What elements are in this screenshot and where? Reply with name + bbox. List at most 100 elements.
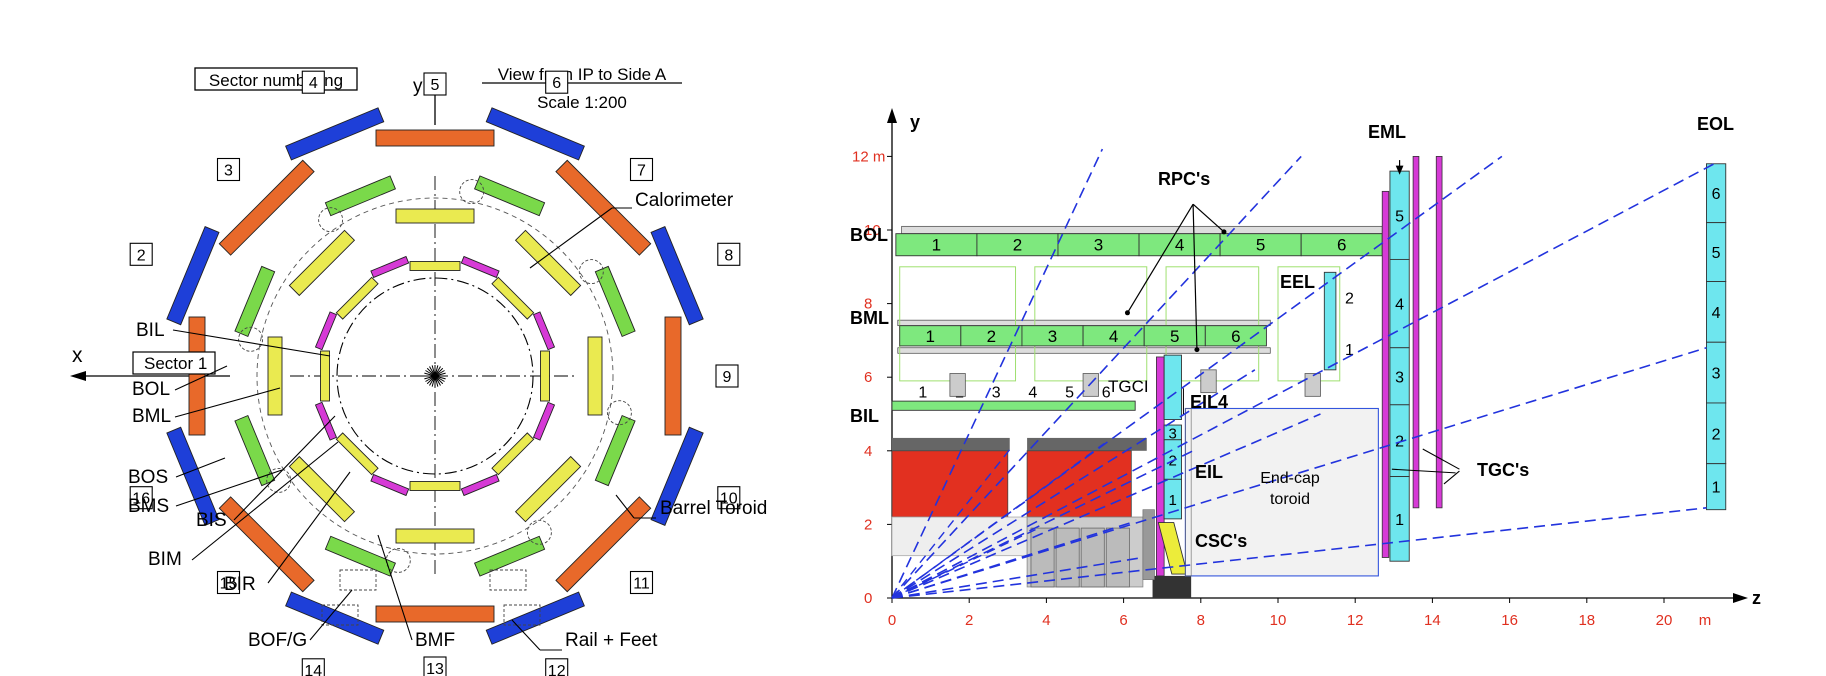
- sector-number: 9: [723, 369, 732, 386]
- y-axis-label: y: [413, 76, 423, 97]
- eta-line: [891, 369, 1256, 599]
- eml-tgc-3: [1435, 155, 1443, 509]
- y-tick-label: 2: [864, 516, 872, 533]
- rpc-arrow: [1192, 203, 1225, 233]
- sector-number: 11: [633, 576, 650, 593]
- sector-number-box: [216, 157, 241, 182]
- eel-chamber-label: 1: [1345, 342, 1354, 359]
- sector-number-box: [129, 242, 153, 266]
- sector-number-box: [301, 658, 325, 676]
- inner-chamber-small: [460, 255, 500, 279]
- z-tick-label: 0: [888, 612, 896, 629]
- eml-chamber-label: 4: [1395, 297, 1404, 314]
- outer-chamber-large: [555, 159, 652, 256]
- bol-chamber-label: 3: [1094, 236, 1103, 255]
- bml-chamber-label: 6: [1231, 327, 1240, 346]
- z-tick-label: 14: [1424, 612, 1441, 629]
- bol-label: BOL: [132, 379, 170, 400]
- sector-number: 2: [137, 247, 146, 264]
- sector-number-box: [717, 486, 741, 510]
- inner-chamber-large: [335, 432, 379, 476]
- eta-line: [891, 163, 1715, 599]
- eta-line: [891, 521, 1132, 599]
- eol-chamber-label: 6: [1712, 186, 1721, 203]
- rail-feet-label: Rail + Feet: [565, 630, 658, 651]
- endcap-label-2: toroid: [1270, 491, 1310, 508]
- end-view-chambers: 2 3 4 5 6 7 8 9 10 11 12 13 14 15 16: [129, 70, 741, 676]
- gray-chamber: [1304, 373, 1321, 397]
- outer-chamber-small: [285, 107, 385, 161]
- middle-chamber-large: [395, 208, 475, 224]
- eml-arrow-head: [1395, 165, 1404, 175]
- calo-module: [1080, 527, 1105, 588]
- eil4-label: EIL4: [1190, 392, 1228, 412]
- eil-chamber-label: 3: [1168, 425, 1176, 442]
- endcap-label-1: End-cap: [1260, 470, 1320, 487]
- eol-chamber-label: 5: [1712, 245, 1721, 262]
- tgc-arrow: [1443, 470, 1460, 485]
- bml-chamber-label: 2: [987, 327, 996, 346]
- bol-chamber-label: 4: [1175, 236, 1184, 255]
- bol-chamber-label: 5: [1256, 236, 1265, 255]
- rpc-arrow-head: [1124, 310, 1130, 316]
- z-unit-label: m: [1699, 612, 1712, 629]
- outer-chamber-large: [218, 496, 315, 593]
- eml-chamber: [1389, 476, 1410, 562]
- bol-chamber-label: 6: [1337, 236, 1346, 255]
- z-tick-label: 10: [1270, 612, 1287, 629]
- eel-chamber: [1323, 271, 1337, 371]
- middle-chamber-small: [473, 535, 546, 577]
- rpc-arrow: [1126, 203, 1194, 314]
- tgc-arrow: [1422, 448, 1460, 470]
- z-tick-label: 12: [1347, 612, 1364, 629]
- middle-chamber-small: [324, 175, 397, 217]
- bml-bot-line: [897, 347, 1271, 354]
- middle-chamber-small: [594, 265, 636, 338]
- bir-label: BIR: [224, 574, 256, 595]
- gray-chamber: [1200, 369, 1217, 394]
- y-tick-label: 10: [864, 222, 881, 239]
- eol-chamber-label: 2: [1712, 426, 1721, 443]
- middle-chamber-small: [324, 535, 397, 577]
- bml-chamber-label: 1: [926, 327, 935, 346]
- coil-support: [459, 179, 485, 205]
- bol-chamber-label: 1: [932, 236, 941, 255]
- bil-side-label: BIL: [850, 406, 879, 426]
- sector-number-box: [301, 70, 325, 94]
- z-tick-label: 18: [1578, 612, 1595, 629]
- eol-chamber: [1706, 463, 1727, 511]
- sector-number: 6: [552, 75, 561, 92]
- sector-number-box: [423, 72, 447, 96]
- z-tick-label: 2: [965, 612, 973, 629]
- inner-chamber-large: [491, 432, 535, 476]
- eta-line: [891, 556, 1144, 599]
- bos-label: BOS: [128, 467, 168, 488]
- inner-chamber-small: [460, 473, 500, 497]
- sector-number: 5: [431, 77, 440, 94]
- sector1-label: Sector 1: [144, 354, 207, 373]
- z-tick-label: 4: [1042, 612, 1050, 629]
- calorimeter-label: Calorimeter: [635, 190, 734, 211]
- coil-support: [318, 207, 344, 233]
- eel-label: EEL: [1280, 272, 1315, 292]
- inner-chamber-small: [370, 473, 410, 497]
- sector-number: 14: [304, 663, 322, 676]
- eil-chamber: [1163, 478, 1182, 520]
- rail-foot: [339, 569, 377, 591]
- bil-chamber-label: 4: [1028, 384, 1037, 401]
- bml-chamber-label: 4: [1109, 327, 1118, 346]
- calo-red-1: [891, 450, 1009, 518]
- sector-number: 3: [224, 163, 233, 180]
- outer-chamber-small: [485, 107, 585, 161]
- y-tick-label: 8: [864, 296, 872, 313]
- bmf-label: BMF: [415, 630, 455, 651]
- eta-line: [891, 507, 1707, 599]
- rpc-arrow: [1192, 204, 1198, 350]
- sector-number-box: [423, 656, 447, 676]
- bol-chamber-label: 2: [1013, 236, 1022, 255]
- shield-side: [1142, 509, 1155, 580]
- bml-chamber: [1204, 325, 1267, 347]
- eil4-chamber: [1163, 354, 1182, 420]
- middle-chamber-large: [514, 229, 582, 297]
